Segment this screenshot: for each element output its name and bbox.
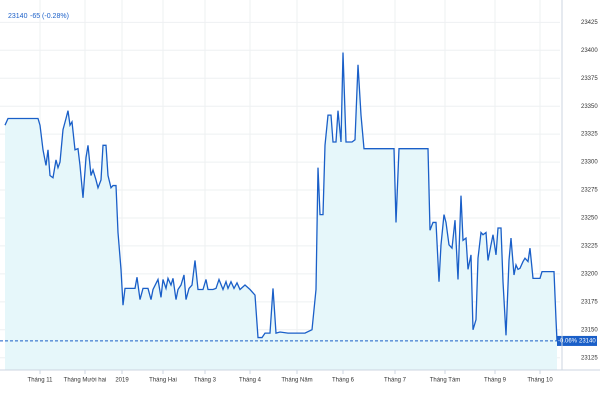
y-tick-label: 23350 xyxy=(581,104,598,110)
line xyxy=(4,52,558,341)
x-tick-label: Tháng 4 xyxy=(239,378,262,384)
y-tick-label: 23300 xyxy=(581,160,598,166)
x-tick-label: Tháng 7 xyxy=(384,378,407,384)
header-value: 23140 xyxy=(8,13,28,20)
y-tick-label: 23225 xyxy=(581,243,598,249)
y-tick-label: 23175 xyxy=(581,299,598,305)
current-label: 23140 xyxy=(579,339,596,345)
x-tick-label: Tháng Hai xyxy=(149,378,177,384)
y-tick-label: 23200 xyxy=(581,271,598,277)
x-tick-label: Tháng 6 xyxy=(332,378,355,384)
x-tick-label: Tháng 11 xyxy=(28,378,54,384)
x-tick-label: 2019 xyxy=(115,378,129,384)
x-tick-label: Tháng Tám xyxy=(430,378,461,384)
x-tick-label: Tháng 10 xyxy=(527,378,553,384)
y-tick-label: 23125 xyxy=(581,355,598,361)
x-tick-label: Tháng 3 xyxy=(194,378,217,384)
y-tick-label: 23425 xyxy=(581,20,598,26)
y-tick-label: 23375 xyxy=(581,76,598,82)
current-change: -0.06% xyxy=(558,339,578,345)
y-tick-label: 23275 xyxy=(581,188,598,194)
header-change: -65 (-0.28%) xyxy=(30,13,69,20)
current-badge xyxy=(557,335,597,346)
x-tick-label: Tháng Mười hai xyxy=(64,378,107,384)
y-tick-label: 23325 xyxy=(581,132,598,138)
y-tick-label: 23150 xyxy=(581,327,598,333)
area xyxy=(5,52,557,370)
x-tick-label: Tháng Năm xyxy=(281,378,312,384)
y-tick-label: 23400 xyxy=(581,48,598,54)
y-tick-label: 23250 xyxy=(581,216,598,222)
x-tick-label: Tháng 9 xyxy=(484,378,507,384)
